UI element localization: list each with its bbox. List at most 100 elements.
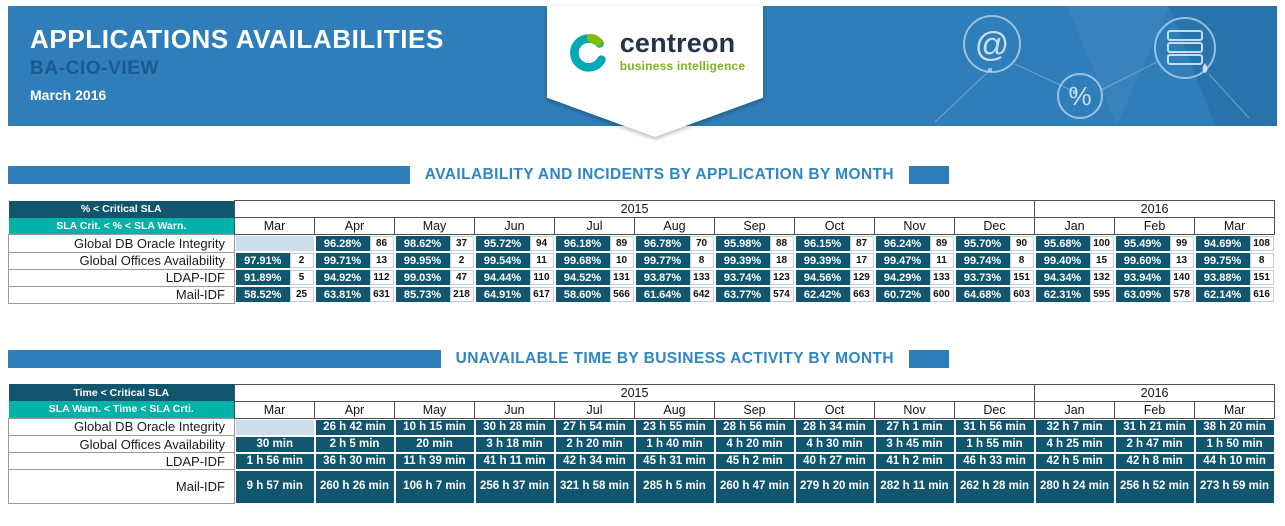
row-label: Mail-IDF xyxy=(8,469,235,504)
month-header: Aug xyxy=(634,217,715,235)
data-cell: 9 h 57 min xyxy=(234,469,315,504)
availability-value: 99.03% xyxy=(395,270,450,285)
value-cell: 98.62% 37 xyxy=(395,236,474,251)
incident-count: 13 xyxy=(369,253,394,268)
value-cell: 61.64% 642 xyxy=(635,287,714,302)
data-cell: 45 h 2 min xyxy=(714,452,795,470)
data-cell: 40 h 27 min xyxy=(794,452,875,470)
value-cell: 62.42% 663 xyxy=(795,287,874,302)
report-title: APPLICATIONS AVAILABILITIES xyxy=(30,24,444,54)
data-cell: 63.09% 578 xyxy=(1114,286,1195,303)
value-cell: 99.54% 11 xyxy=(475,253,554,268)
header-text-block: APPLICATIONS AVAILABILITIES BA-CIO-VIEW … xyxy=(8,6,1277,103)
availability-incidents-table: % < Critical SLA 2015 2016 SLA Crit. < % < … xyxy=(8,200,1285,304)
data-cell: 273 h 59 min xyxy=(1194,469,1275,504)
data-cell: 96.28% 86 xyxy=(314,234,395,252)
unavailable-time-value: 45 h 31 min xyxy=(635,453,714,469)
unavailable-time-value: 42 h 34 min xyxy=(555,453,634,469)
report-period: March 2016 xyxy=(30,87,107,103)
row-label: Mail-IDF xyxy=(8,285,235,304)
data-cell: 10 h 15 min xyxy=(394,418,475,436)
month-header: Oct xyxy=(794,400,875,419)
unavailable-time-value: 4 h 25 min xyxy=(1035,436,1114,452)
availability-value: 96.28% xyxy=(315,236,370,251)
legend-warning: SLA Crit. < % < SLA Warn. xyxy=(8,217,235,235)
facet-shape xyxy=(1169,6,1277,126)
availability-value: 60.72% xyxy=(875,287,930,302)
availability-value: 93.87% xyxy=(635,270,690,285)
incident-count: 151 xyxy=(1249,270,1274,285)
data-cell: 99.60% 13 xyxy=(1114,252,1195,269)
incident-count: 631 xyxy=(369,287,394,302)
year-header-row: % < Critical SLA 2015 2016 xyxy=(8,200,1276,218)
incident-count: 140 xyxy=(1169,270,1194,285)
data-cell: 96.78% 70 xyxy=(634,234,715,252)
value-cell: 93.73% 151 xyxy=(955,270,1034,285)
data-cell: 99.47% 11 xyxy=(874,252,955,269)
percent-icon-circle xyxy=(1057,73,1103,119)
value-cell: 99.60% 13 xyxy=(1115,253,1194,268)
table-row: LDAP-IDF 1 h 56 min 36 h 30 min 11 h 39 min… xyxy=(8,452,1275,470)
incident-count: 600 xyxy=(929,287,954,302)
unavailable-time-value: 26 h 42 min xyxy=(315,419,394,435)
availability-value: 94.69% xyxy=(1195,236,1250,251)
month-header: Feb xyxy=(1114,217,1196,235)
data-cell: 99.71% 13 xyxy=(314,252,395,269)
value-cell: 63.77% 574 xyxy=(715,287,794,302)
availability-value: 94.29% xyxy=(875,270,930,285)
incident-count: 616 xyxy=(1249,287,1274,302)
unavailable-time-value: 42 h 5 min xyxy=(1035,453,1114,469)
value-cell: 62.31% 595 xyxy=(1035,287,1114,302)
availability-value: 99.39% xyxy=(795,253,850,268)
data-cell: 58.60% 566 xyxy=(554,286,635,303)
value-cell: 95.68% 100 xyxy=(1035,236,1114,251)
value-cell: 99.40% 15 xyxy=(1035,253,1114,268)
data-cell: 99.03% 47 xyxy=(394,269,475,286)
month-header: Jun xyxy=(474,400,555,419)
logo-tagline: business intelligence xyxy=(619,59,746,73)
month-header: Jan xyxy=(1034,400,1116,419)
value-cell: 85.73% 218 xyxy=(395,287,474,302)
data-cell: 94.44% 110 xyxy=(474,269,555,286)
unavailable-time-value: 28 h 56 min xyxy=(715,419,794,435)
availability-value: 62.31% xyxy=(1035,287,1090,302)
data-cell: 93.94% 140 xyxy=(1114,269,1195,286)
data-cell: 2 h 47 min xyxy=(1114,435,1195,453)
incident-count: 8 xyxy=(1009,253,1034,268)
data-cell: 42 h 8 min xyxy=(1114,452,1195,470)
unavailable-time-value: 28 h 34 min xyxy=(795,419,874,435)
title-bar-left xyxy=(8,349,441,368)
table-row: LDAP-IDF 91.89% 5 94.92% 112 99.03% 47 94.44% 11… xyxy=(8,268,1275,287)
availability-value: 99.77% xyxy=(635,253,690,268)
data-cell: 11 h 39 min xyxy=(394,452,475,470)
data-cell: 94.56% 129 xyxy=(794,269,875,286)
value-cell: 95.70% 90 xyxy=(955,236,1034,251)
month-header: Nov xyxy=(874,217,955,235)
incident-count: 129 xyxy=(849,270,874,285)
row-label: Global Offices Availability xyxy=(8,251,235,270)
unavailable-time-value: 3 h 45 min xyxy=(875,436,954,452)
unavailable-time-value: 44 h 10 min xyxy=(1195,453,1274,469)
value-cell: 95.98% 88 xyxy=(715,236,794,251)
table-row: Global DB Oracle Integrity 26 h 42 min 10 … xyxy=(8,417,1275,436)
unavailable-time-value: 256 h 37 min xyxy=(475,470,554,503)
value-cell: 63.09% 578 xyxy=(1115,287,1194,302)
data-cell: 98.62% 37 xyxy=(394,234,475,252)
incident-count: 595 xyxy=(1089,287,1114,302)
availability-value: 95.72% xyxy=(475,236,530,251)
data-cell: 94.29% 133 xyxy=(874,269,955,286)
value-cell: 96.28% 86 xyxy=(315,236,394,251)
data-cell: 94.52% 131 xyxy=(554,269,635,286)
node-dot xyxy=(988,68,992,72)
report-header: @ % APPLICATIONS AVAILABILITIES BA-CIO-V… xyxy=(8,6,1277,137)
incident-count: 663 xyxy=(849,287,874,302)
availability-value: 96.24% xyxy=(875,236,930,251)
month-header: Aug xyxy=(634,400,715,419)
value-cell: 96.18% 89 xyxy=(555,236,634,251)
month-header: Jan xyxy=(1034,217,1116,235)
at-icon: @ xyxy=(975,26,1010,64)
value-cell: 95.72% 94 xyxy=(475,236,554,251)
value-cell: 94.29% 133 xyxy=(875,270,954,285)
unavailable-time-value: 41 h 2 min xyxy=(875,453,954,469)
data-cell: 64.91% 617 xyxy=(474,286,555,303)
